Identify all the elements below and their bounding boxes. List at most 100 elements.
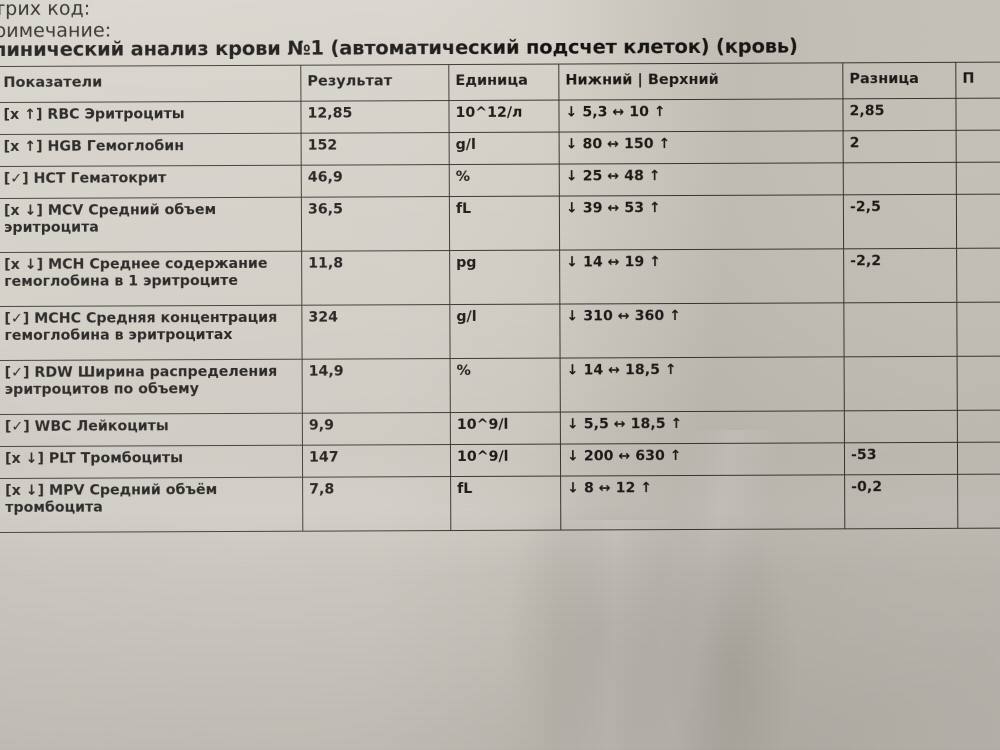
cell-indicator: [x ↓] MCH Среднее содержание гемоглобина… <box>0 251 302 307</box>
cell-unit: pg <box>449 250 560 305</box>
table-row: [x ↓] MPV Средний объём тромбоцита 7,8 fL ↓… <box>0 474 1000 533</box>
cell-difference: 2,85 <box>842 98 957 131</box>
table-row: [✓] WBC Лейкоциты 9,9 10^9/l ↓ 5,5 ↔ 18,5 ↑ <box>0 410 1000 447</box>
column-header-truncated: П <box>955 62 1000 99</box>
table-row: [x ↓] MCV Средний объем эритроцита 36,5 fL… <box>0 194 1000 253</box>
cell-reference-range: ↓ 25 ↔ 48 ↑ <box>559 162 844 197</box>
document-title: линический анализ крови №1 (автоматическ… <box>0 34 798 62</box>
table-row: [x ↑] HGB Гемоглобин 152 g/l ↓ 80 ↔ 150 ↑ 2 <box>0 130 1000 167</box>
cell-unit: % <box>449 164 560 197</box>
cell-unit: % <box>450 358 561 413</box>
cell-reference-range: ↓ 5,3 ↔ 10 ↑ <box>558 98 844 133</box>
cell-result: 46,9 <box>301 164 450 198</box>
table-row: [✓] RDW Ширина распределения эритроцитов… <box>0 356 1000 415</box>
cell-reference-range: ↓ 14 ↔ 18,5 ↑ <box>560 356 845 413</box>
cell-unit: 10^9/l <box>450 412 561 445</box>
column-header-range: Нижний | Верхний <box>558 62 843 101</box>
cell-indicator: [x ↓] PLT Тромбоциты <box>0 445 303 479</box>
indicator-name: HGB Гемоглобин <box>47 138 185 155</box>
indicator-name: MCH Среднее содержание гемоглобина в 1 э… <box>4 255 268 291</box>
table-header-row: Показатели Результат Единица Нижний | Ве… <box>0 62 1000 103</box>
cell-result: 11,8 <box>301 250 450 306</box>
cell-indicator: [x ↓] MPV Средний объём тромбоцита <box>0 477 303 533</box>
cell-truncated <box>956 248 1000 303</box>
cell-result: 14,9 <box>302 358 451 414</box>
table-row: [x ↑] RBC Эритроциты 12,85 10^12/л ↓ 5,3 ↔ … <box>0 98 1000 135</box>
cell-difference: -53 <box>844 442 958 475</box>
cell-indicator: [✓] HCT Гематокрит <box>0 165 302 199</box>
cell-difference <box>844 410 958 443</box>
status-marker: [✓] <box>3 170 29 187</box>
cell-difference <box>844 356 958 411</box>
status-marker: [x ↓] <box>5 482 45 499</box>
cell-result: 147 <box>302 444 451 478</box>
cell-reference-range: ↓ 80 ↔ 150 ↑ <box>559 130 844 165</box>
status-marker: [x ↑] <box>3 106 43 123</box>
cell-truncated <box>956 162 1000 195</box>
indicator-name: MCHC Средняя концентрация гемоглобина в … <box>4 309 278 345</box>
cell-unit: fL <box>450 476 561 531</box>
cell-unit: 10^9/l <box>450 444 561 477</box>
column-header-indicator: Показатели <box>0 65 301 103</box>
cell-unit: g/l <box>449 132 560 165</box>
indicator-name: WBC Лейкоциты <box>34 418 169 435</box>
status-marker: [✓] <box>4 364 30 381</box>
cell-result: 12,85 <box>300 100 450 134</box>
status-marker: [x ↓] <box>4 450 44 467</box>
table-row: [x ↓] MCH Среднее содержание гемоглобина… <box>0 248 1000 307</box>
table-row: [✓] MCHC Средняя концентрация гемоглобин… <box>0 302 1000 361</box>
cell-difference <box>843 162 957 195</box>
cell-truncated <box>955 98 1000 131</box>
cell-reference-range: ↓ 310 ↔ 360 ↑ <box>559 302 845 359</box>
status-marker: [✓] <box>4 310 30 327</box>
cell-result: 152 <box>301 132 450 166</box>
cell-truncated <box>957 442 1000 475</box>
status-marker: [x ↑] <box>3 138 43 155</box>
cell-unit: g/l <box>449 304 561 359</box>
cell-result: 36,5 <box>301 196 450 252</box>
cell-result: 324 <box>301 304 451 360</box>
cell-indicator: [✓] RDW Ширина распределения эритроцитов… <box>0 359 303 415</box>
blood-analysis-table: Показатели Результат Единица Нижний | Ве… <box>0 62 1000 533</box>
column-header-unit: Единица <box>448 64 559 101</box>
cell-truncated <box>956 194 1000 249</box>
cell-result: 7,8 <box>302 476 451 532</box>
cell-truncated <box>957 474 1000 529</box>
status-marker: [x ↓] <box>3 202 43 219</box>
cell-truncated <box>956 302 1000 357</box>
cell-indicator: [x ↓] MCV Средний объем эритроцита <box>0 197 302 253</box>
indicator-name: RDW Ширина распределения эритроцитов по … <box>4 363 278 399</box>
indicator-name: RBC Эритроциты <box>47 106 185 123</box>
cell-truncated <box>956 130 1000 163</box>
status-marker: [x ↓] <box>4 256 44 273</box>
cell-truncated <box>957 410 1000 443</box>
table-row: [x ↓] PLT Тромбоциты 147 10^9/l ↓ 200 ↔ 630… <box>0 442 1000 479</box>
table-row: [✓] HCT Гематокрит 46,9% ↓ 25 ↔ 48 ↑ <box>0 162 1000 199</box>
cell-reference-range: ↓ 14 ↔ 19 ↑ <box>559 248 844 305</box>
cell-indicator: [x ↑] HGB Гемоглобин <box>0 133 302 167</box>
barcode-label: трих код: <box>0 0 91 21</box>
cell-difference: 2 <box>843 130 957 163</box>
indicator-name: HCT Гематокрит <box>33 170 167 187</box>
cell-reference-range: ↓ 200 ↔ 630 ↑ <box>560 442 845 477</box>
cell-unit: 10^12/л <box>448 100 560 133</box>
cell-difference: -2,5 <box>843 194 957 249</box>
cell-reference-range: ↓ 5,5 ↔ 18,5 ↑ <box>560 410 845 445</box>
cell-reference-range: ↓ 8 ↔ 12 ↑ <box>560 474 845 531</box>
column-header-difference: Разница <box>842 62 956 99</box>
column-header-result: Результат <box>300 64 449 102</box>
cell-difference: -2,2 <box>843 248 957 303</box>
table-body: [x ↑] RBC Эритроциты 12,85 10^12/л ↓ 5,3 ↔ … <box>0 98 1000 533</box>
cell-indicator: [x ↑] RBC Эритроциты <box>0 101 302 135</box>
cell-indicator: [✓] WBC Лейкоциты <box>0 413 303 447</box>
cell-difference: -0,2 <box>844 474 958 529</box>
cell-result: 9,9 <box>302 412 451 446</box>
indicator-name: PLT Тромбоциты <box>48 450 183 467</box>
cell-indicator: [✓] MCHC Средняя концентрация гемоглобин… <box>0 305 303 361</box>
cell-unit: fL <box>449 196 560 251</box>
cell-difference <box>843 302 958 357</box>
cell-reference-range: ↓ 39 ↔ 53 ↑ <box>559 194 844 251</box>
